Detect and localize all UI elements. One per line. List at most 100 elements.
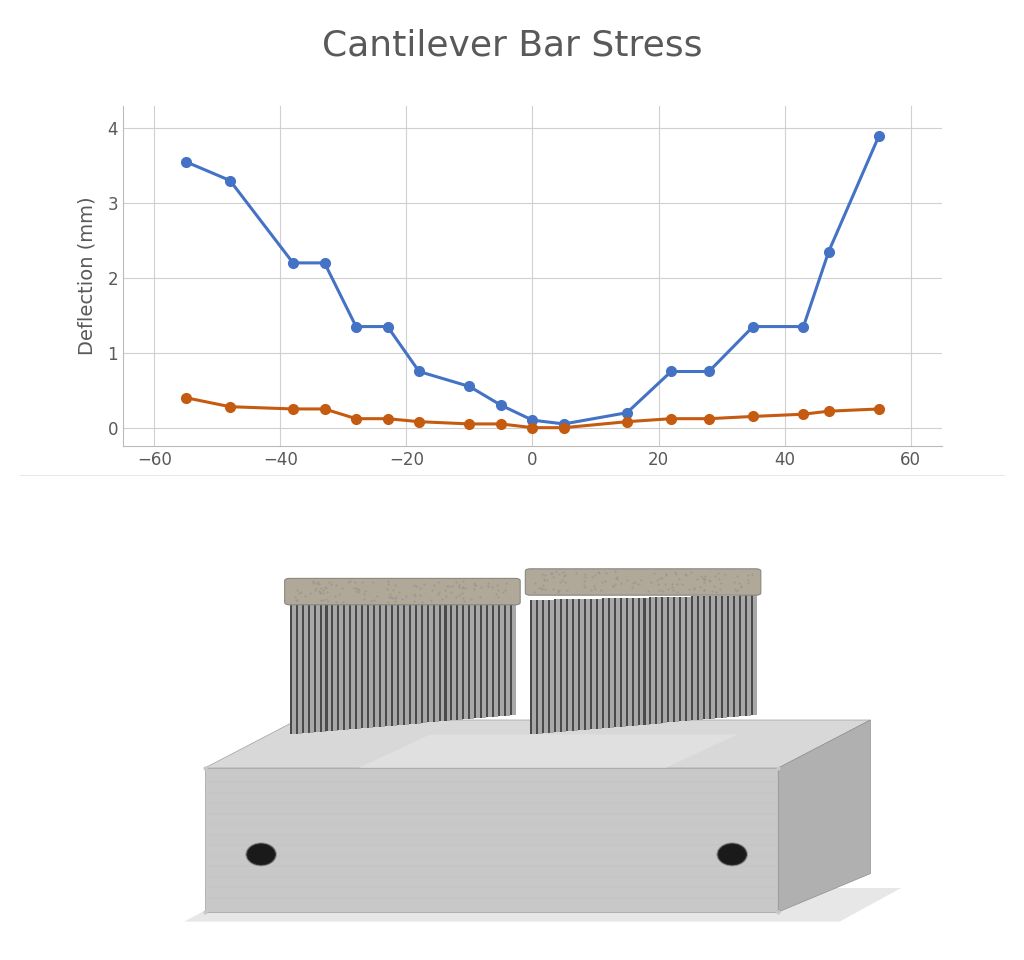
Bar — [349, 599, 351, 730]
Stress Relieved — [463, 419, 475, 430]
Bar — [703, 596, 706, 719]
Bar — [729, 596, 733, 717]
Bar — [373, 598, 375, 727]
Bar — [334, 599, 338, 731]
Bar — [717, 596, 721, 718]
Bar — [411, 597, 415, 724]
Bar — [543, 600, 545, 733]
Bar — [322, 599, 326, 732]
Bar — [332, 599, 334, 731]
Bar — [337, 599, 339, 731]
Stress Relieved — [558, 421, 570, 433]
As-Built — [287, 257, 299, 269]
Bar — [615, 598, 620, 727]
Bar — [643, 597, 645, 725]
Bar — [504, 595, 506, 716]
Bar — [687, 596, 691, 721]
Bar — [440, 597, 444, 721]
X-axis label: Distance from center (mm): Distance from center (mm) — [400, 483, 665, 502]
Bar — [315, 599, 319, 732]
Bar — [343, 599, 345, 730]
Ellipse shape — [718, 844, 746, 865]
Polygon shape — [778, 720, 870, 912]
Bar — [368, 598, 370, 728]
Bar — [697, 596, 699, 720]
Polygon shape — [205, 720, 870, 768]
Stress Relieved — [413, 416, 425, 427]
Stress Relieved — [798, 408, 810, 420]
FancyBboxPatch shape — [285, 578, 520, 605]
Bar — [590, 599, 592, 730]
Bar — [379, 598, 381, 727]
Bar — [488, 596, 493, 717]
Bar — [313, 599, 315, 732]
Bar — [560, 599, 562, 732]
As-Built — [822, 246, 835, 257]
Bar — [530, 600, 532, 734]
Bar — [304, 600, 308, 733]
Stress Relieved — [822, 405, 835, 417]
As-Built — [526, 415, 539, 426]
Bar — [699, 596, 703, 720]
Bar — [657, 597, 662, 724]
Line: Stress Relieved: Stress Relieved — [181, 393, 884, 433]
As-Built — [798, 321, 810, 332]
Bar — [409, 597, 411, 724]
Stress Relieved — [746, 411, 759, 422]
Bar — [451, 596, 453, 720]
Bar — [727, 596, 729, 717]
Bar — [655, 597, 657, 724]
Polygon shape — [184, 888, 901, 922]
Bar — [668, 597, 670, 723]
FancyBboxPatch shape — [525, 568, 761, 595]
Stress Relieved — [180, 392, 193, 403]
Bar — [548, 600, 550, 732]
Bar — [586, 599, 590, 730]
Bar — [574, 599, 579, 731]
Bar — [753, 595, 757, 715]
Bar — [495, 595, 499, 717]
Bar — [486, 596, 488, 717]
Bar — [634, 598, 638, 726]
Bar — [640, 598, 644, 725]
As-Built — [702, 366, 715, 377]
Stress Relieved — [526, 421, 539, 433]
Stress Relieved — [702, 413, 715, 424]
Bar — [568, 599, 572, 732]
Bar — [550, 600, 554, 732]
Bar — [326, 599, 328, 732]
Stress Relieved — [224, 401, 237, 413]
Bar — [679, 597, 681, 721]
Bar — [421, 597, 423, 723]
Bar — [675, 597, 679, 722]
Bar — [355, 599, 357, 729]
Bar — [482, 596, 486, 718]
Bar — [498, 595, 500, 716]
As-Built — [350, 321, 362, 332]
As-Built — [495, 399, 507, 411]
Bar — [735, 595, 739, 717]
Polygon shape — [205, 768, 778, 912]
Bar — [470, 596, 474, 719]
Bar — [664, 597, 668, 723]
Bar — [554, 599, 556, 732]
Bar — [537, 600, 539, 733]
Bar — [319, 599, 322, 732]
Bar — [381, 598, 385, 727]
Bar — [351, 599, 355, 730]
Bar — [740, 595, 744, 716]
Bar — [584, 599, 586, 730]
Bar — [711, 596, 715, 719]
Bar — [751, 595, 753, 715]
Bar — [706, 596, 710, 719]
Bar — [608, 598, 610, 728]
Bar — [432, 597, 434, 722]
Bar — [361, 598, 364, 729]
Bar — [328, 599, 332, 732]
As-Built — [381, 321, 393, 332]
Bar — [673, 597, 675, 722]
Stress Relieved — [381, 413, 393, 424]
Bar — [296, 600, 298, 733]
As-Built — [665, 366, 677, 377]
Bar — [649, 597, 651, 724]
